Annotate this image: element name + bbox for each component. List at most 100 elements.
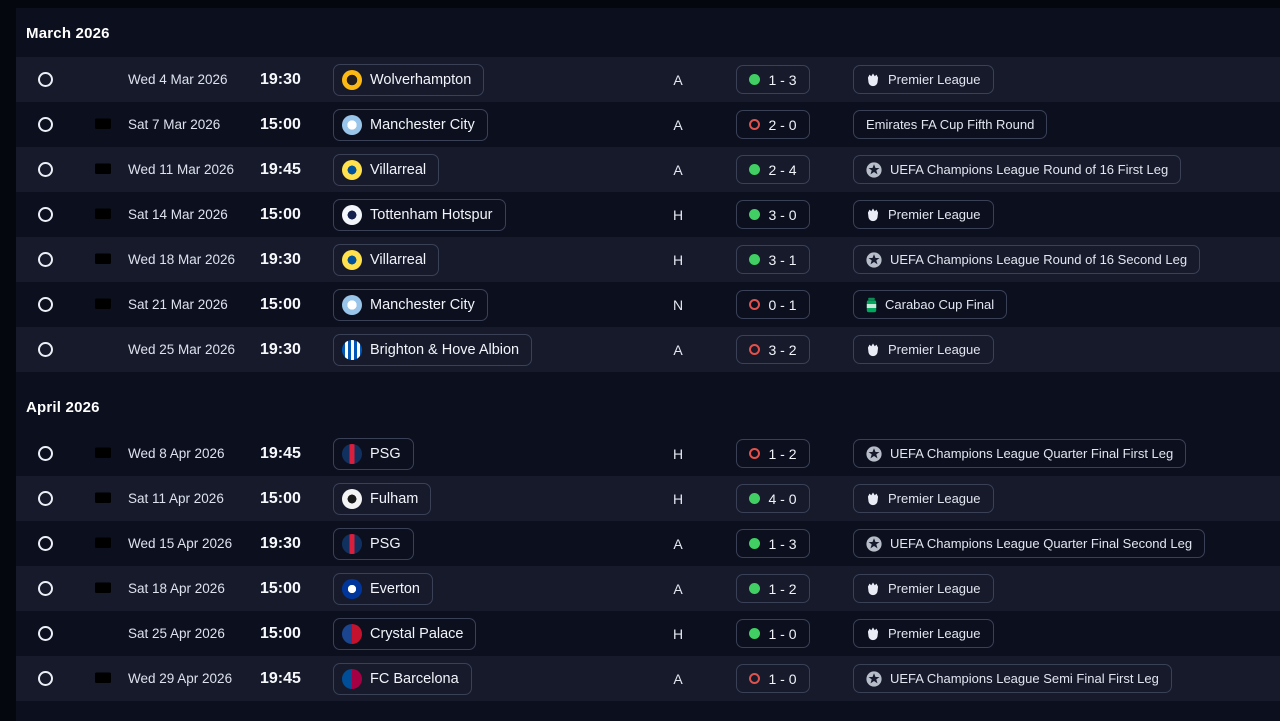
competition-chip[interactable]: Premier League (853, 574, 994, 603)
competition-chip[interactable]: UEFA Champions League Semi Final First L… (853, 664, 1172, 693)
opponent-chip[interactable]: Tottenham Hotspur (333, 198, 506, 231)
opponent-chip[interactable]: PSG (333, 437, 414, 470)
competition-chip[interactable]: UEFA Champions League Round of 16 Second… (853, 245, 1201, 274)
score-chip[interactable]: 1 - 3 (736, 529, 810, 558)
fixture-row[interactable]: Sat 21 Mar 2026 15:00 Manchester City N … (16, 282, 1280, 327)
fixture-row[interactable]: Sat 11 Apr 2026 15:00 Fulham H 4 - 0 Pre… (16, 476, 1280, 521)
competition-chip[interactable]: Premier League (853, 484, 994, 513)
competition-chip[interactable]: Premier League (853, 65, 994, 94)
opponent-chip[interactable]: Brighton & Hove Albion (333, 333, 533, 366)
tv-icon (94, 297, 112, 313)
fixture-row[interactable]: Sat 7 Mar 2026 15:00 Manchester City A 2… (16, 102, 1280, 147)
match-status-circle[interactable] (37, 342, 53, 357)
competition-chip[interactable]: Emirates FA Cup Fifth Round (853, 110, 1048, 139)
competition-chip[interactable]: Premier League (853, 200, 994, 229)
fixture-row[interactable]: Wed 29 Apr 2026 19:45 FC Barcelona A 1 -… (16, 656, 1280, 701)
opponent-chip[interactable]: Crystal Palace (333, 617, 477, 650)
club-badge-wolverhampton (342, 69, 362, 90)
competition-chip[interactable]: Carabao Cup Final (853, 290, 1008, 319)
competition-chip[interactable]: UEFA Champions League Round of 16 First … (853, 155, 1182, 184)
fixture-time: 15:00 (260, 489, 301, 507)
competition-chip[interactable]: Premier League (853, 335, 994, 364)
result-win-dot (749, 164, 761, 175)
score-text: 4 - 0 (768, 490, 797, 507)
fixture-time: 15:00 (260, 115, 301, 133)
club-badge-brighton (342, 339, 362, 360)
opponent-chip[interactable]: Villarreal (333, 153, 440, 186)
score-chip[interactable]: 1 - 3 (736, 65, 810, 94)
carabao-cup-icon (866, 297, 877, 313)
club-badge-manchester-city (342, 114, 362, 135)
match-status-circle[interactable] (37, 446, 53, 461)
competition-chip[interactable]: UEFA Champions League Quarter Final Firs… (853, 439, 1187, 468)
match-status-circle[interactable] (37, 297, 53, 312)
result-win-dot (749, 493, 761, 504)
match-status-circle[interactable] (37, 581, 53, 596)
score-chip[interactable]: 3 - 0 (736, 200, 810, 229)
champions-league-icon (866, 671, 882, 687)
score-text: 3 - 1 (768, 251, 797, 268)
score-chip[interactable]: 2 - 4 (736, 155, 810, 184)
opponent-name: Manchester City (370, 116, 475, 133)
fixture-row[interactable]: Wed 4 Mar 2026 19:30 Wolverhampton A 1 -… (16, 57, 1280, 102)
opponent-name: Manchester City (370, 296, 475, 313)
fixture-row[interactable]: Sat 14 Mar 2026 15:00 Tottenham Hotspur … (16, 192, 1280, 237)
score-chip[interactable]: 1 - 0 (736, 619, 810, 648)
tv-icon (94, 252, 112, 268)
premier-league-icon (866, 342, 880, 357)
fixture-row[interactable]: Wed 18 Mar 2026 19:30 Villarreal H 3 - 1… (16, 237, 1280, 282)
venue-indicator: A (673, 71, 683, 88)
match-status-circle[interactable] (37, 207, 53, 222)
score-chip[interactable]: 1 - 0 (736, 664, 810, 693)
club-badge-crystal-palace (342, 623, 362, 644)
match-status-circle[interactable] (37, 536, 53, 551)
opponent-chip[interactable]: Wolverhampton (333, 63, 485, 96)
opponent-name: Crystal Palace (370, 625, 464, 642)
match-status-circle[interactable] (37, 162, 53, 177)
score-chip[interactable]: 1 - 2 (736, 574, 810, 603)
score-chip[interactable]: 3 - 2 (736, 335, 810, 364)
fixture-date: Wed 25 Mar 2026 (128, 342, 236, 357)
match-status-circle[interactable] (37, 117, 53, 132)
opponent-chip[interactable]: Everton (333, 572, 433, 605)
opponent-chip[interactable]: Villarreal (333, 243, 440, 276)
club-badge-villarreal (342, 249, 362, 270)
competition-name: Carabao Cup Final (885, 297, 995, 312)
fixture-date: Wed 15 Apr 2026 (128, 536, 233, 551)
competition-name: Premier League (888, 581, 981, 596)
score-chip[interactable]: 1 - 2 (736, 439, 810, 468)
score-chip[interactable]: 2 - 0 (736, 110, 810, 139)
opponent-chip[interactable]: FC Barcelona (333, 662, 472, 695)
opponent-chip[interactable]: PSG (333, 527, 414, 560)
score-text: 3 - 2 (768, 341, 797, 358)
fixture-row[interactable]: Wed 11 Mar 2026 19:45 Villarreal A 2 - 4… (16, 147, 1280, 192)
tv-icon (94, 671, 112, 687)
fixture-row[interactable]: Wed 15 Apr 2026 19:30 PSG A 1 - 3 UEFA C… (16, 521, 1280, 566)
fixture-row[interactable]: Sat 18 Apr 2026 15:00 Everton A 1 - 2 Pr… (16, 566, 1280, 611)
opponent-chip[interactable]: Manchester City (333, 288, 488, 321)
match-status-circle[interactable] (37, 671, 53, 686)
competition-chip[interactable]: UEFA Champions League Quarter Final Seco… (853, 529, 1206, 558)
fixture-row[interactable]: Wed 8 Apr 2026 19:45 PSG H 1 - 2 UEFA Ch… (16, 431, 1280, 476)
opponent-name: Everton (370, 580, 420, 597)
score-chip[interactable]: 0 - 1 (736, 290, 810, 319)
competition-name: Premier League (888, 72, 981, 87)
match-status-circle[interactable] (37, 491, 53, 506)
competition-name: UEFA Champions League Quarter Final Seco… (890, 536, 1193, 551)
premier-league-icon (866, 491, 880, 506)
score-chip[interactable]: 3 - 1 (736, 245, 810, 274)
fixture-row[interactable]: Sat 25 Apr 2026 15:00 Crystal Palace H 1… (16, 611, 1280, 656)
match-status-circle[interactable] (37, 252, 53, 267)
competition-name: UEFA Champions League Semi Final First L… (890, 671, 1159, 686)
club-badge-villarreal (342, 159, 362, 180)
opponent-chip[interactable]: Fulham (333, 482, 432, 515)
match-status-circle[interactable] (37, 626, 53, 641)
competition-chip[interactable]: Premier League (853, 619, 994, 648)
fixture-time: 15:00 (260, 624, 301, 642)
score-chip[interactable]: 4 - 0 (736, 484, 810, 513)
tv-icon (94, 581, 112, 597)
fixture-row[interactable]: Wed 25 Mar 2026 19:30 Brighton & Hove Al… (16, 327, 1280, 372)
opponent-chip[interactable]: Manchester City (333, 108, 488, 141)
score-text: 0 - 1 (768, 296, 797, 313)
match-status-circle[interactable] (37, 72, 53, 87)
